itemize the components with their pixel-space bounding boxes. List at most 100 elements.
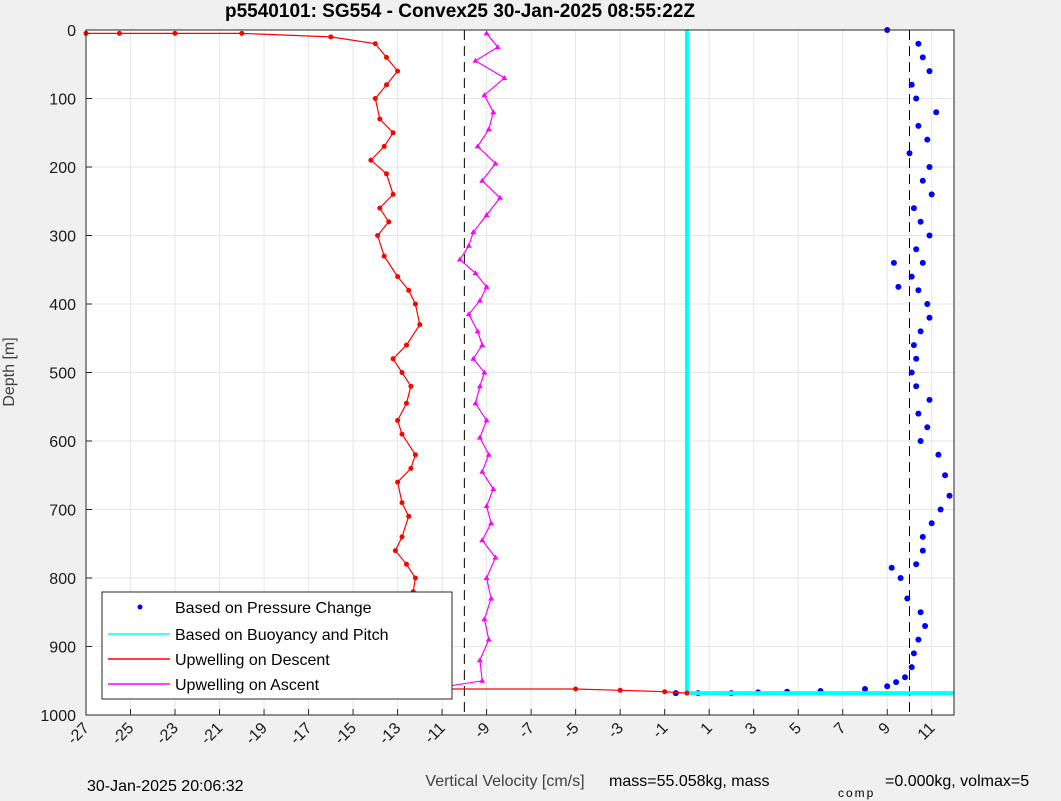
x-tick-label: 3: [742, 720, 760, 738]
data-point: [935, 451, 942, 458]
x-tick-label: -17: [287, 720, 315, 748]
data-point: [884, 683, 891, 690]
data-point: [368, 157, 374, 163]
data-point: [919, 547, 926, 554]
data-point: [395, 479, 401, 485]
data-point: [479, 468, 486, 474]
data-point: [384, 82, 389, 88]
y-tick-label: 400: [49, 297, 76, 314]
data-point: [919, 533, 926, 540]
data-point: [483, 283, 490, 289]
data-point: [908, 273, 915, 280]
data-point: [372, 41, 378, 47]
data-point: [915, 636, 922, 643]
data-point: [417, 322, 423, 328]
data-point: [412, 452, 418, 458]
x-tick-label: -9: [471, 720, 493, 742]
data-point: [684, 690, 690, 696]
data-point: [913, 95, 920, 102]
data-point: [924, 136, 931, 143]
data-point: [488, 595, 495, 601]
data-point: [917, 438, 924, 444]
data-point: [470, 355, 477, 361]
data-point: [926, 164, 933, 170]
data-point: [902, 674, 908, 681]
data-point: [492, 160, 499, 166]
data-point: [399, 431, 405, 437]
data-point: [913, 246, 920, 253]
data-point: [465, 311, 472, 317]
data-point: [470, 229, 477, 235]
data-point: [897, 575, 904, 581]
data-point: [375, 233, 381, 238]
data-point: [408, 465, 414, 471]
y-tick-label: 600: [49, 434, 76, 451]
grid: [85, 29, 954, 716]
x-tick-label: -25: [109, 720, 137, 748]
data-point: [377, 205, 383, 211]
data-point: [465, 242, 472, 248]
data-point: [928, 191, 935, 198]
data-point: [479, 537, 486, 543]
x-axis-label: Vertical Velocity [cm/s]: [425, 773, 584, 790]
data-point: [917, 609, 924, 616]
data-point: [492, 554, 499, 560]
data-point: [862, 686, 868, 692]
legend-label-pressure: Based on Pressure Change: [175, 600, 372, 617]
data-point: [372, 96, 378, 101]
data-point: [672, 690, 679, 697]
data-point: [399, 500, 405, 506]
data-point: [399, 534, 405, 540]
y-tick-label: 700: [49, 503, 76, 520]
data-point: [910, 342, 917, 349]
data-point: [116, 30, 122, 36]
x-tick-label: -7: [516, 720, 538, 742]
data-point: [922, 623, 929, 629]
x-tick-label: -21: [198, 720, 226, 748]
x-tick-label: 1: [698, 720, 716, 738]
data-point: [490, 486, 497, 491]
x-tick-label: -11: [421, 720, 449, 748]
data-point: [906, 150, 913, 157]
data-point: [472, 57, 479, 63]
data-point: [485, 636, 492, 642]
footer-stats: mass=55.058kg, mass: [609, 773, 770, 790]
data-point: [573, 686, 579, 692]
x-tick-label: -19: [243, 720, 271, 748]
data-point: [479, 677, 486, 683]
data-point: [406, 287, 412, 293]
chart-title: p5540101: SG554 - Convex25 30-Jan-2025 0…: [225, 1, 695, 22]
data-point: [474, 143, 481, 149]
x-tick-label: 9: [876, 720, 894, 738]
legend-label-ascent: Upwelling on Ascent: [175, 677, 320, 694]
data-point: [472, 400, 479, 406]
data-point: [919, 259, 926, 266]
data-point: [888, 564, 895, 571]
data-point: [377, 116, 383, 122]
data-point: [472, 270, 479, 276]
data-point: [926, 396, 933, 403]
data-point: [485, 126, 492, 132]
data-series: [83, 27, 954, 697]
data-point: [404, 342, 409, 348]
data-point: [488, 520, 495, 526]
footer-timestamp: 30-Jan-2025 20:06:32: [87, 778, 244, 795]
data-point: [381, 253, 387, 259]
y-tick-label: 300: [49, 229, 76, 246]
data-point: [386, 219, 392, 225]
data-point: [942, 472, 949, 479]
y-tick-label: 500: [49, 366, 76, 383]
data-point: [384, 171, 389, 177]
legend: Based on Pressure Change Based on Buoyan…: [101, 591, 453, 700]
data-point: [390, 191, 396, 197]
y-tick-label: 800: [49, 571, 76, 588]
data-point: [412, 301, 418, 307]
data-point: [494, 44, 501, 50]
data-point: [913, 355, 920, 362]
data-point: [908, 664, 915, 671]
data-point: [404, 561, 409, 567]
x-tick-label: 11: [915, 720, 939, 744]
data-point: [946, 492, 953, 499]
data-point: [904, 595, 911, 602]
